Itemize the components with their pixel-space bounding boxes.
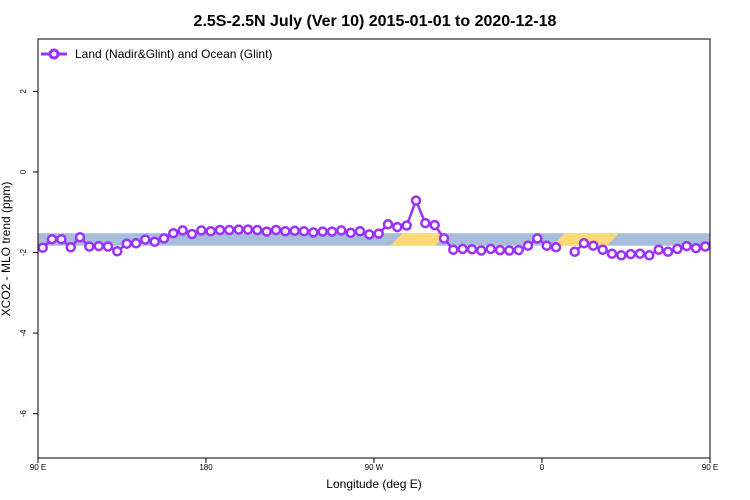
data-point — [336, 225, 347, 236]
data-point — [616, 250, 627, 261]
data-point — [65, 242, 76, 253]
y-tick-label: 2 — [19, 89, 28, 94]
data-point — [74, 231, 86, 243]
plot-frame — [37, 38, 711, 459]
legend: Land (Nadir&Glint) and Ocean (Glint) — [41, 47, 272, 61]
data-point — [541, 240, 552, 251]
data-point — [625, 248, 636, 260]
data-point — [308, 227, 319, 238]
x-tick-label: 0 — [540, 463, 545, 472]
chart-title: 2.5S-2.5N July (Ver 10) 2015-01-01 to 20… — [194, 13, 557, 30]
data-point — [261, 226, 272, 237]
x-tick-label: 90 W — [365, 463, 384, 472]
data-point — [606, 248, 618, 259]
data-point — [522, 240, 534, 251]
data-point — [504, 245, 515, 256]
data-point — [289, 225, 300, 237]
data-point — [84, 241, 95, 252]
data-point — [457, 243, 468, 255]
data-point — [662, 246, 674, 257]
data-point — [205, 225, 216, 237]
data-point — [429, 219, 440, 231]
y-axis-ticks: 2 0 -2 -4 -6 — [19, 89, 38, 418]
data-point — [653, 244, 664, 255]
data-point — [466, 244, 478, 255]
data-point — [270, 224, 282, 236]
data-point — [38, 242, 48, 253]
data-point — [252, 224, 263, 236]
data-point — [700, 241, 710, 252]
data-point — [214, 224, 226, 236]
data-point — [140, 234, 151, 245]
y-tick-label: 0 — [19, 169, 28, 174]
data-point — [532, 233, 543, 244]
data-point — [720, 236, 728, 244]
data-point — [550, 242, 562, 253]
data-point — [690, 242, 702, 254]
x-axis-ticks: 90 E 180 90 W 0 90 E — [30, 458, 718, 472]
data-point — [345, 227, 356, 239]
data-point — [729, 243, 737, 251]
data-point — [242, 224, 254, 235]
data-point — [373, 228, 384, 239]
data-point — [578, 238, 590, 249]
data-point — [438, 233, 450, 244]
data-point — [513, 244, 524, 256]
data-point — [364, 229, 375, 240]
data-point — [392, 221, 403, 233]
data-point — [382, 219, 394, 230]
data-point — [93, 240, 104, 252]
data-point — [121, 238, 132, 249]
data-point — [149, 236, 160, 247]
y-tick-label: -6 — [19, 410, 28, 418]
y-axis-label: XCO2 - MLO trend (ppm) — [0, 182, 13, 317]
data-point — [224, 224, 235, 236]
data-point — [494, 244, 506, 256]
x-tick-label: 90 E — [30, 463, 46, 472]
data-point — [186, 228, 198, 240]
x-tick-label: 90 E — [702, 463, 718, 472]
data-point — [401, 220, 412, 231]
y-tick-label: -4 — [19, 329, 28, 337]
data-point — [177, 225, 188, 236]
data-point — [410, 195, 422, 206]
data-point — [476, 245, 487, 256]
data-point — [448, 244, 459, 255]
data-point — [168, 227, 179, 239]
data-point — [681, 240, 692, 252]
data-point — [597, 244, 608, 255]
data-point — [102, 241, 114, 252]
x-tick-label: 180 — [199, 463, 213, 472]
data-point — [326, 226, 338, 237]
data-point — [112, 246, 123, 257]
land-band-segment-0 — [390, 233, 448, 246]
data-point — [317, 226, 328, 237]
data-point — [739, 234, 747, 242]
data-point — [298, 225, 310, 237]
data-point — [354, 225, 366, 237]
data-point — [233, 224, 244, 235]
data-point — [569, 246, 580, 257]
data-point — [485, 243, 496, 255]
data-point — [644, 250, 655, 261]
data-point — [634, 248, 646, 259]
data-point — [46, 233, 58, 245]
legend-label: Land (Nadir&Glint) and Ocean (Glint) — [75, 47, 272, 61]
data-point — [130, 238, 142, 249]
data-point — [420, 217, 431, 229]
data-point — [280, 225, 291, 237]
data-point — [196, 225, 207, 236]
point-layer — [38, 195, 747, 261]
data-point — [56, 233, 67, 245]
y-tick-label: -2 — [19, 248, 28, 256]
legend-marker — [48, 48, 60, 60]
x-axis-label: Longitude (deg E) — [326, 477, 421, 491]
data-point — [588, 240, 599, 251]
data-point — [672, 243, 683, 255]
data-point — [158, 233, 170, 244]
data-point — [709, 236, 710, 242]
